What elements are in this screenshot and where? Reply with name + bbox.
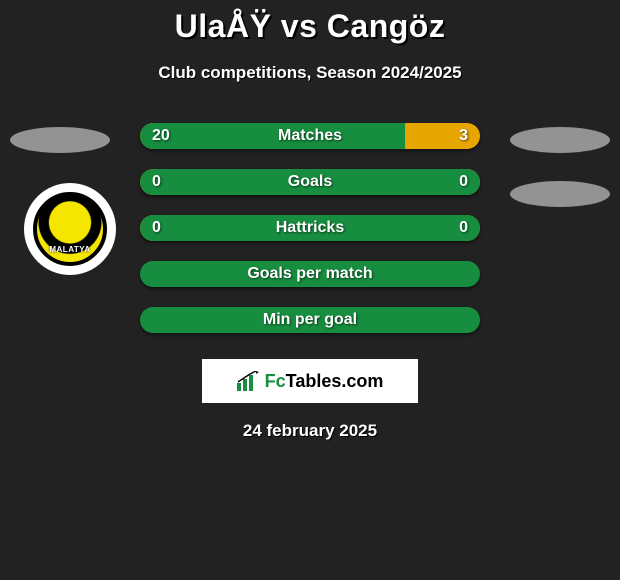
stat-bar-label: Goals per match [247,265,372,283]
stat-bar-label: Min per goal [263,311,357,329]
stat-bar: Min per goal [140,307,480,333]
team-badge-left: MALATYA [24,183,116,275]
stat-bar: Goals per match [140,261,480,287]
team-badge-label: MALATYA [49,245,90,254]
stat-bar-label: Goals [242,173,378,191]
branding-badge: FcTables.com [202,359,418,403]
branding-text: FcTables.com [265,371,384,392]
stat-bar-left-value: 20 [140,127,242,145]
branding-text-accent: Fc [265,371,286,391]
placeholder-ellipse-top-left [10,127,110,153]
stats-area: MALATYA 20Matches30Goals00Hattricks0Goal… [0,123,620,333]
infographic-root: UlaÅŸ vs Cangöz Club competitions, Seaso… [0,0,620,441]
stat-bar-left-value: 0 [140,173,242,191]
stat-bar: 20Matches3 [140,123,480,149]
stat-bar-right-value: 0 [378,173,480,191]
footer-date: 24 february 2025 [0,421,620,441]
page-subtitle: Club competitions, Season 2024/2025 [0,63,620,83]
stat-bar: 0Hattricks0 [140,215,480,241]
placeholder-ellipse-top-right [510,127,610,153]
stat-bar-left-value: 0 [140,219,242,237]
stat-bar-right-value: 3 [378,127,480,145]
stat-bar: 0Goals0 [140,169,480,195]
stat-bar-right-value: 0 [378,219,480,237]
placeholder-ellipse-mid-right [510,181,610,207]
bar-chart-icon [237,371,259,391]
stat-bars: 20Matches30Goals00Hattricks0Goals per ma… [140,123,480,333]
stat-bar-label: Hattricks [242,219,378,237]
stat-bar-label: Matches [242,127,378,145]
branding-text-rest: Tables.com [286,371,384,391]
page-title: UlaÅŸ vs Cangöz [0,8,620,45]
team-badge-crest: MALATYA [33,192,107,266]
